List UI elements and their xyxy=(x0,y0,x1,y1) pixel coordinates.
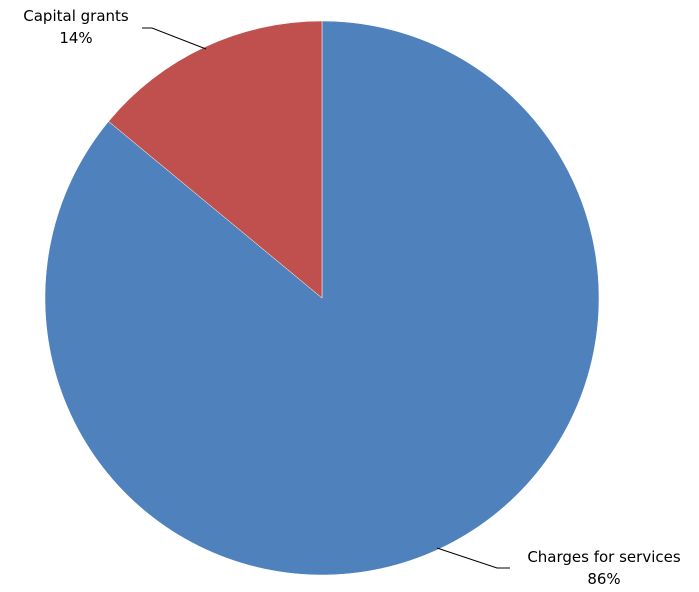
data-label-name-charges-for-services: Charges for services xyxy=(527,548,681,566)
pie-slices xyxy=(44,20,600,576)
data-label-value-capital-grants: 14% xyxy=(59,29,92,47)
data-label-name-capital-grants: Capital grants xyxy=(23,7,129,25)
pie-data-labels: Charges for services 86% Capital grants 14% xyxy=(23,7,681,588)
leader-line-charges-for-services xyxy=(436,547,510,569)
data-label-value-charges-for-services: 86% xyxy=(587,570,620,588)
leader-line-capital-grants xyxy=(142,27,207,50)
pie-slice-capital-grants xyxy=(108,20,323,299)
